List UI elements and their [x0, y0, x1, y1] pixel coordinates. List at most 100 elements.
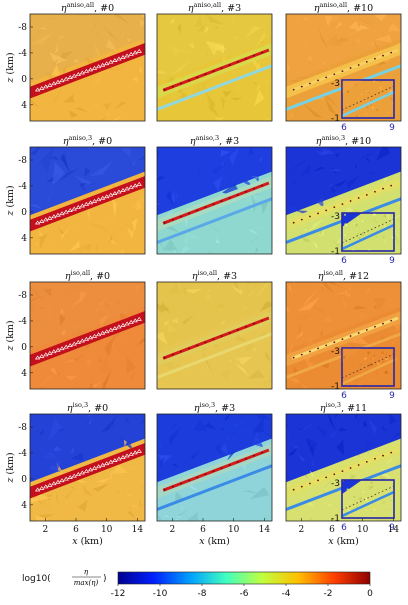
station-marker — [333, 473, 336, 476]
station-marker — [365, 60, 368, 63]
station-marker — [212, 338, 215, 341]
station-marker — [59, 78, 65, 83]
panel-frame — [156, 281, 273, 390]
station-marker — [357, 197, 360, 199]
station-marker — [333, 206, 336, 209]
station-marker — [51, 214, 57, 219]
colorbar-tick-label: -10 — [153, 589, 168, 599]
upper-region — [30, 14, 145, 83]
station-marker — [253, 54, 255, 57]
station-marker — [333, 341, 336, 344]
station-marker — [261, 51, 264, 54]
station-marker — [75, 340, 81, 344]
panel-image — [157, 14, 272, 121]
colorbar-bar — [117, 571, 371, 585]
upper-region — [157, 414, 272, 483]
station-marker — [67, 343, 73, 347]
station-marker — [91, 333, 98, 338]
station-marker — [79, 70, 86, 75]
station-marker — [104, 461, 110, 466]
y-tick-label: 0 — [21, 75, 27, 85]
panel-r4-c1: ηiso,3, #0 -8 -4 0 4 z (km) 2 6 10 14 x (km) — [5, 401, 146, 547]
station-marker — [220, 467, 223, 469]
station-marker — [91, 465, 98, 470]
station-marker — [83, 468, 90, 473]
station-marker — [128, 451, 134, 456]
station-marker — [163, 488, 166, 491]
station-marker — [112, 326, 118, 330]
secondary-stripe — [157, 332, 272, 379]
station-marker — [63, 209, 69, 214]
y-tick-label: -4 — [18, 317, 27, 327]
panel-title: ηiso,3, #3 — [194, 401, 235, 414]
station-marker — [35, 355, 41, 360]
station-marker — [212, 70, 215, 73]
station-marker — [87, 67, 94, 72]
station-marker — [349, 67, 352, 69]
panel-title: ηaniso,3, #3 — [190, 134, 239, 147]
panel-title: ηiso,all, #12 — [318, 269, 369, 282]
station-marker — [39, 218, 45, 223]
panel-frame — [285, 13, 402, 122]
station-marker — [104, 329, 110, 334]
station-marker — [236, 460, 239, 463]
inset-x-tick: 9 — [389, 523, 395, 533]
svg-text:): ) — [103, 574, 107, 584]
station-marker — [75, 205, 81, 209]
station-marker — [108, 192, 114, 197]
station-marker — [59, 211, 65, 216]
station-marker — [317, 79, 319, 82]
inset-x-tick: 6 — [341, 123, 347, 133]
station-marker — [43, 352, 49, 357]
station-marker — [349, 335, 352, 337]
upper-region — [157, 147, 272, 216]
panel-r4-c2: ηiso,3, #3 2 6 10 14 x (km) — [156, 401, 273, 547]
station-marker — [63, 476, 69, 481]
x-tick-label: 10 — [228, 525, 240, 535]
panel-image — [157, 147, 272, 254]
x-tick-label: 6 — [73, 525, 79, 535]
panel-frame — [285, 146, 402, 255]
station-marker — [333, 73, 336, 76]
station-marker — [180, 215, 182, 218]
station-marker — [87, 335, 94, 340]
station-marker — [43, 84, 49, 89]
station-marker — [349, 200, 352, 202]
inset-y-tick: -1 — [331, 114, 340, 124]
station-marker — [212, 470, 215, 473]
station-marker — [75, 472, 81, 476]
station-marker — [341, 203, 344, 206]
station-marker — [75, 72, 81, 76]
station-marker — [55, 479, 61, 484]
station-marker — [79, 338, 86, 343]
station-marker — [171, 218, 174, 221]
station-marker — [128, 51, 134, 56]
station-marker — [100, 330, 106, 335]
station-marker — [228, 332, 231, 334]
panel-title: ηiso,all, #3 — [192, 269, 237, 282]
station-marker — [171, 485, 174, 488]
station-marker — [124, 53, 130, 58]
panel-title: ηaniso,3, #10 — [316, 134, 371, 147]
station-marker — [112, 58, 118, 62]
station-marker — [108, 459, 114, 464]
station-marker — [180, 350, 182, 353]
station-marker — [95, 464, 102, 469]
station-marker — [120, 55, 126, 59]
station-marker — [309, 215, 311, 218]
inset-x-tick: 9 — [389, 391, 395, 401]
station-marker — [180, 82, 182, 85]
panel-frame — [285, 413, 402, 522]
station-marker — [317, 212, 319, 215]
station-marker — [228, 64, 231, 66]
inset-y-tick: -3 — [331, 212, 340, 222]
panel-r1-c2: ηaniso,all, #3 — [156, 1, 273, 122]
station-marker — [91, 65, 98, 70]
station-marker — [83, 201, 90, 206]
station-marker — [108, 327, 114, 332]
station-marker — [188, 347, 190, 350]
x-tick-label: 2 — [169, 525, 175, 535]
station-marker — [55, 212, 61, 217]
panel-frame — [156, 146, 273, 255]
